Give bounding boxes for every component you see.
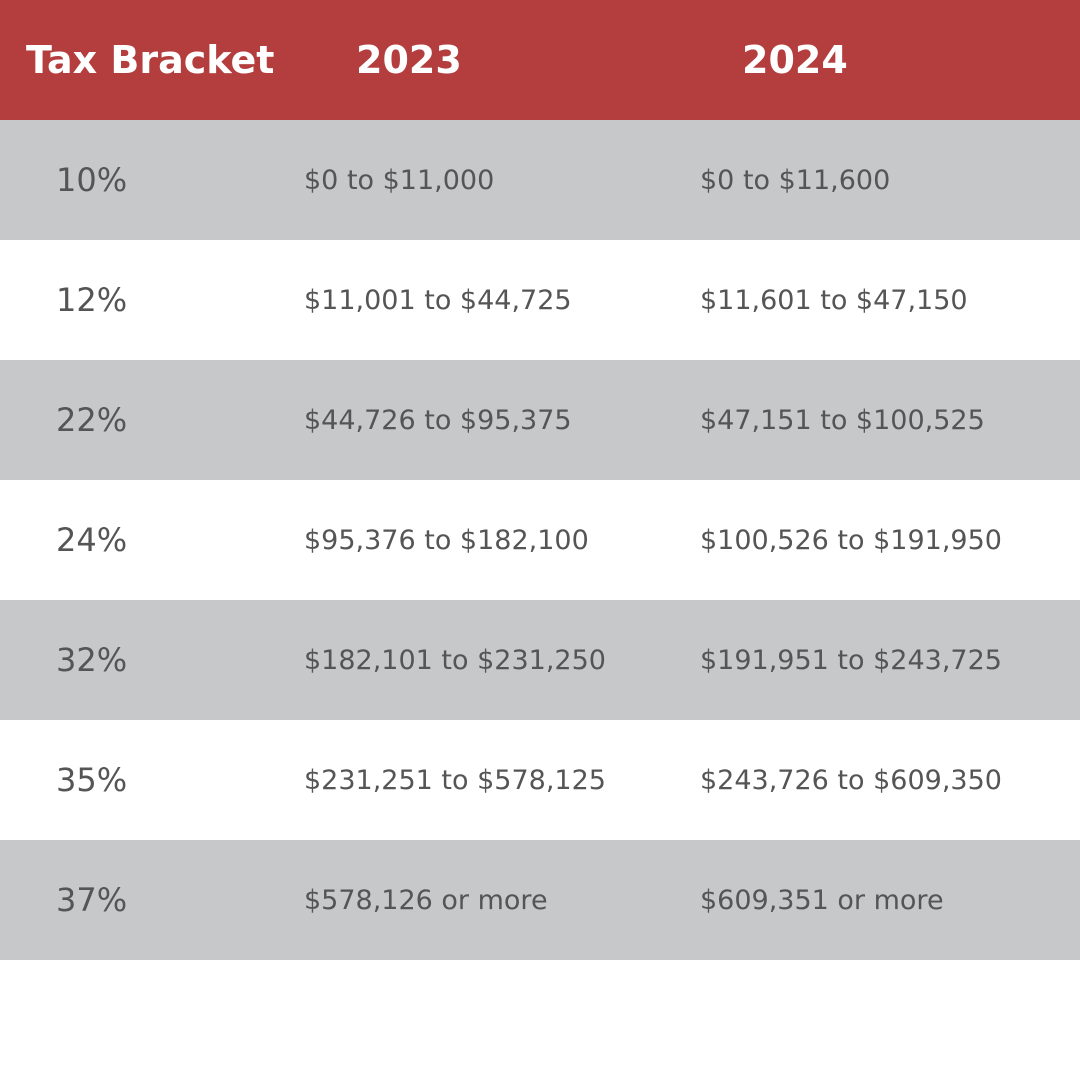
table-row: 10% $0 to $11,000 $0 to $11,600 [0,120,1080,240]
header-cell: 2024 [742,38,848,82]
range-cell: $0 to $11,600 [700,164,891,196]
header-cell: Tax Bracket [26,38,275,82]
range-cell: $100,526 to $191,950 [700,524,1002,556]
bracket-cell: 35% [56,761,128,799]
bracket-cell: 22% [56,401,128,439]
range-cell: $0 to $11,000 [304,164,495,196]
header-row: Tax Bracket 2023 2024 [0,0,1080,120]
range-cell: $44,726 to $95,375 [304,404,572,436]
bracket-cell: 10% [56,161,128,199]
range-cell: $182,101 to $231,250 [304,644,606,676]
range-cell: $47,151 to $100,525 [700,404,985,436]
bracket-cell: 37% [56,881,128,919]
range-cell: $11,001 to $44,725 [304,284,572,316]
range-cell: $578,126 or more [304,884,548,916]
table-row: 12% $11,001 to $44,725 $11,601 to $47,150 [0,240,1080,360]
table-row: 24% $95,376 to $182,100 $100,526 to $191,9… [0,480,1080,600]
range-cell: $11,601 to $47,150 [700,284,968,316]
range-cell: $609,351 or more [700,884,944,916]
table-row: 32% $182,101 to $231,250 $191,951 to $243,… [0,600,1080,720]
bracket-cell: 32% [56,641,128,679]
range-cell: $243,726 to $609,350 [700,764,1002,796]
table-row: 22% $44,726 to $95,375 $47,151 to $100,525 [0,360,1080,480]
table-row: 37% $578,126 or more $609,351 or more [0,840,1080,960]
table-row: 35% $231,251 to $578,125 $243,726 to $609,… [0,720,1080,840]
bracket-cell: 24% [56,521,128,559]
bracket-cell: 12% [56,281,128,319]
tax-table: Tax Bracket 2023 2024 10% $0 to $11,000 $0 to… [0,0,1080,960]
header-cell: 2023 [356,38,462,82]
range-cell: $231,251 to $578,125 [304,764,606,796]
range-cell: $95,376 to $182,100 [304,524,589,556]
range-cell: $191,951 to $243,725 [700,644,1002,676]
